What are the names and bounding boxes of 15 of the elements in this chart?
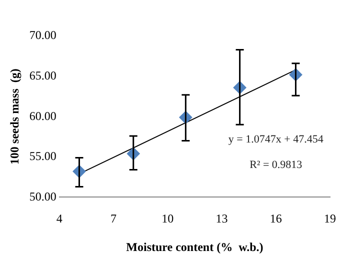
x-tick-label: 4 — [56, 212, 62, 226]
x-tick-label: 7 — [110, 212, 117, 226]
x-tick-label: 10 — [162, 212, 174, 226]
y-tick-label: 70.00 — [29, 28, 56, 42]
annotation: R² = 0.9813 — [250, 159, 303, 172]
y-tick-label: 55.00 — [29, 149, 56, 164]
x-tick-label: 16 — [270, 212, 282, 226]
y-tick-label: 50.00 — [29, 189, 56, 204]
x-axis-title: Moisture content (% w.b.) — [126, 240, 264, 254]
x-tick-label: 13 — [216, 212, 228, 226]
annotation: y = 1.0747x + 47.454 — [228, 133, 324, 146]
y-tick-label: 65.00 — [29, 68, 56, 82]
y-axis-title: 100 seeds mass (g) — [7, 68, 22, 165]
x-tick-label: 19 — [324, 212, 336, 226]
y-tick-label: 60.00 — [29, 108, 56, 123]
